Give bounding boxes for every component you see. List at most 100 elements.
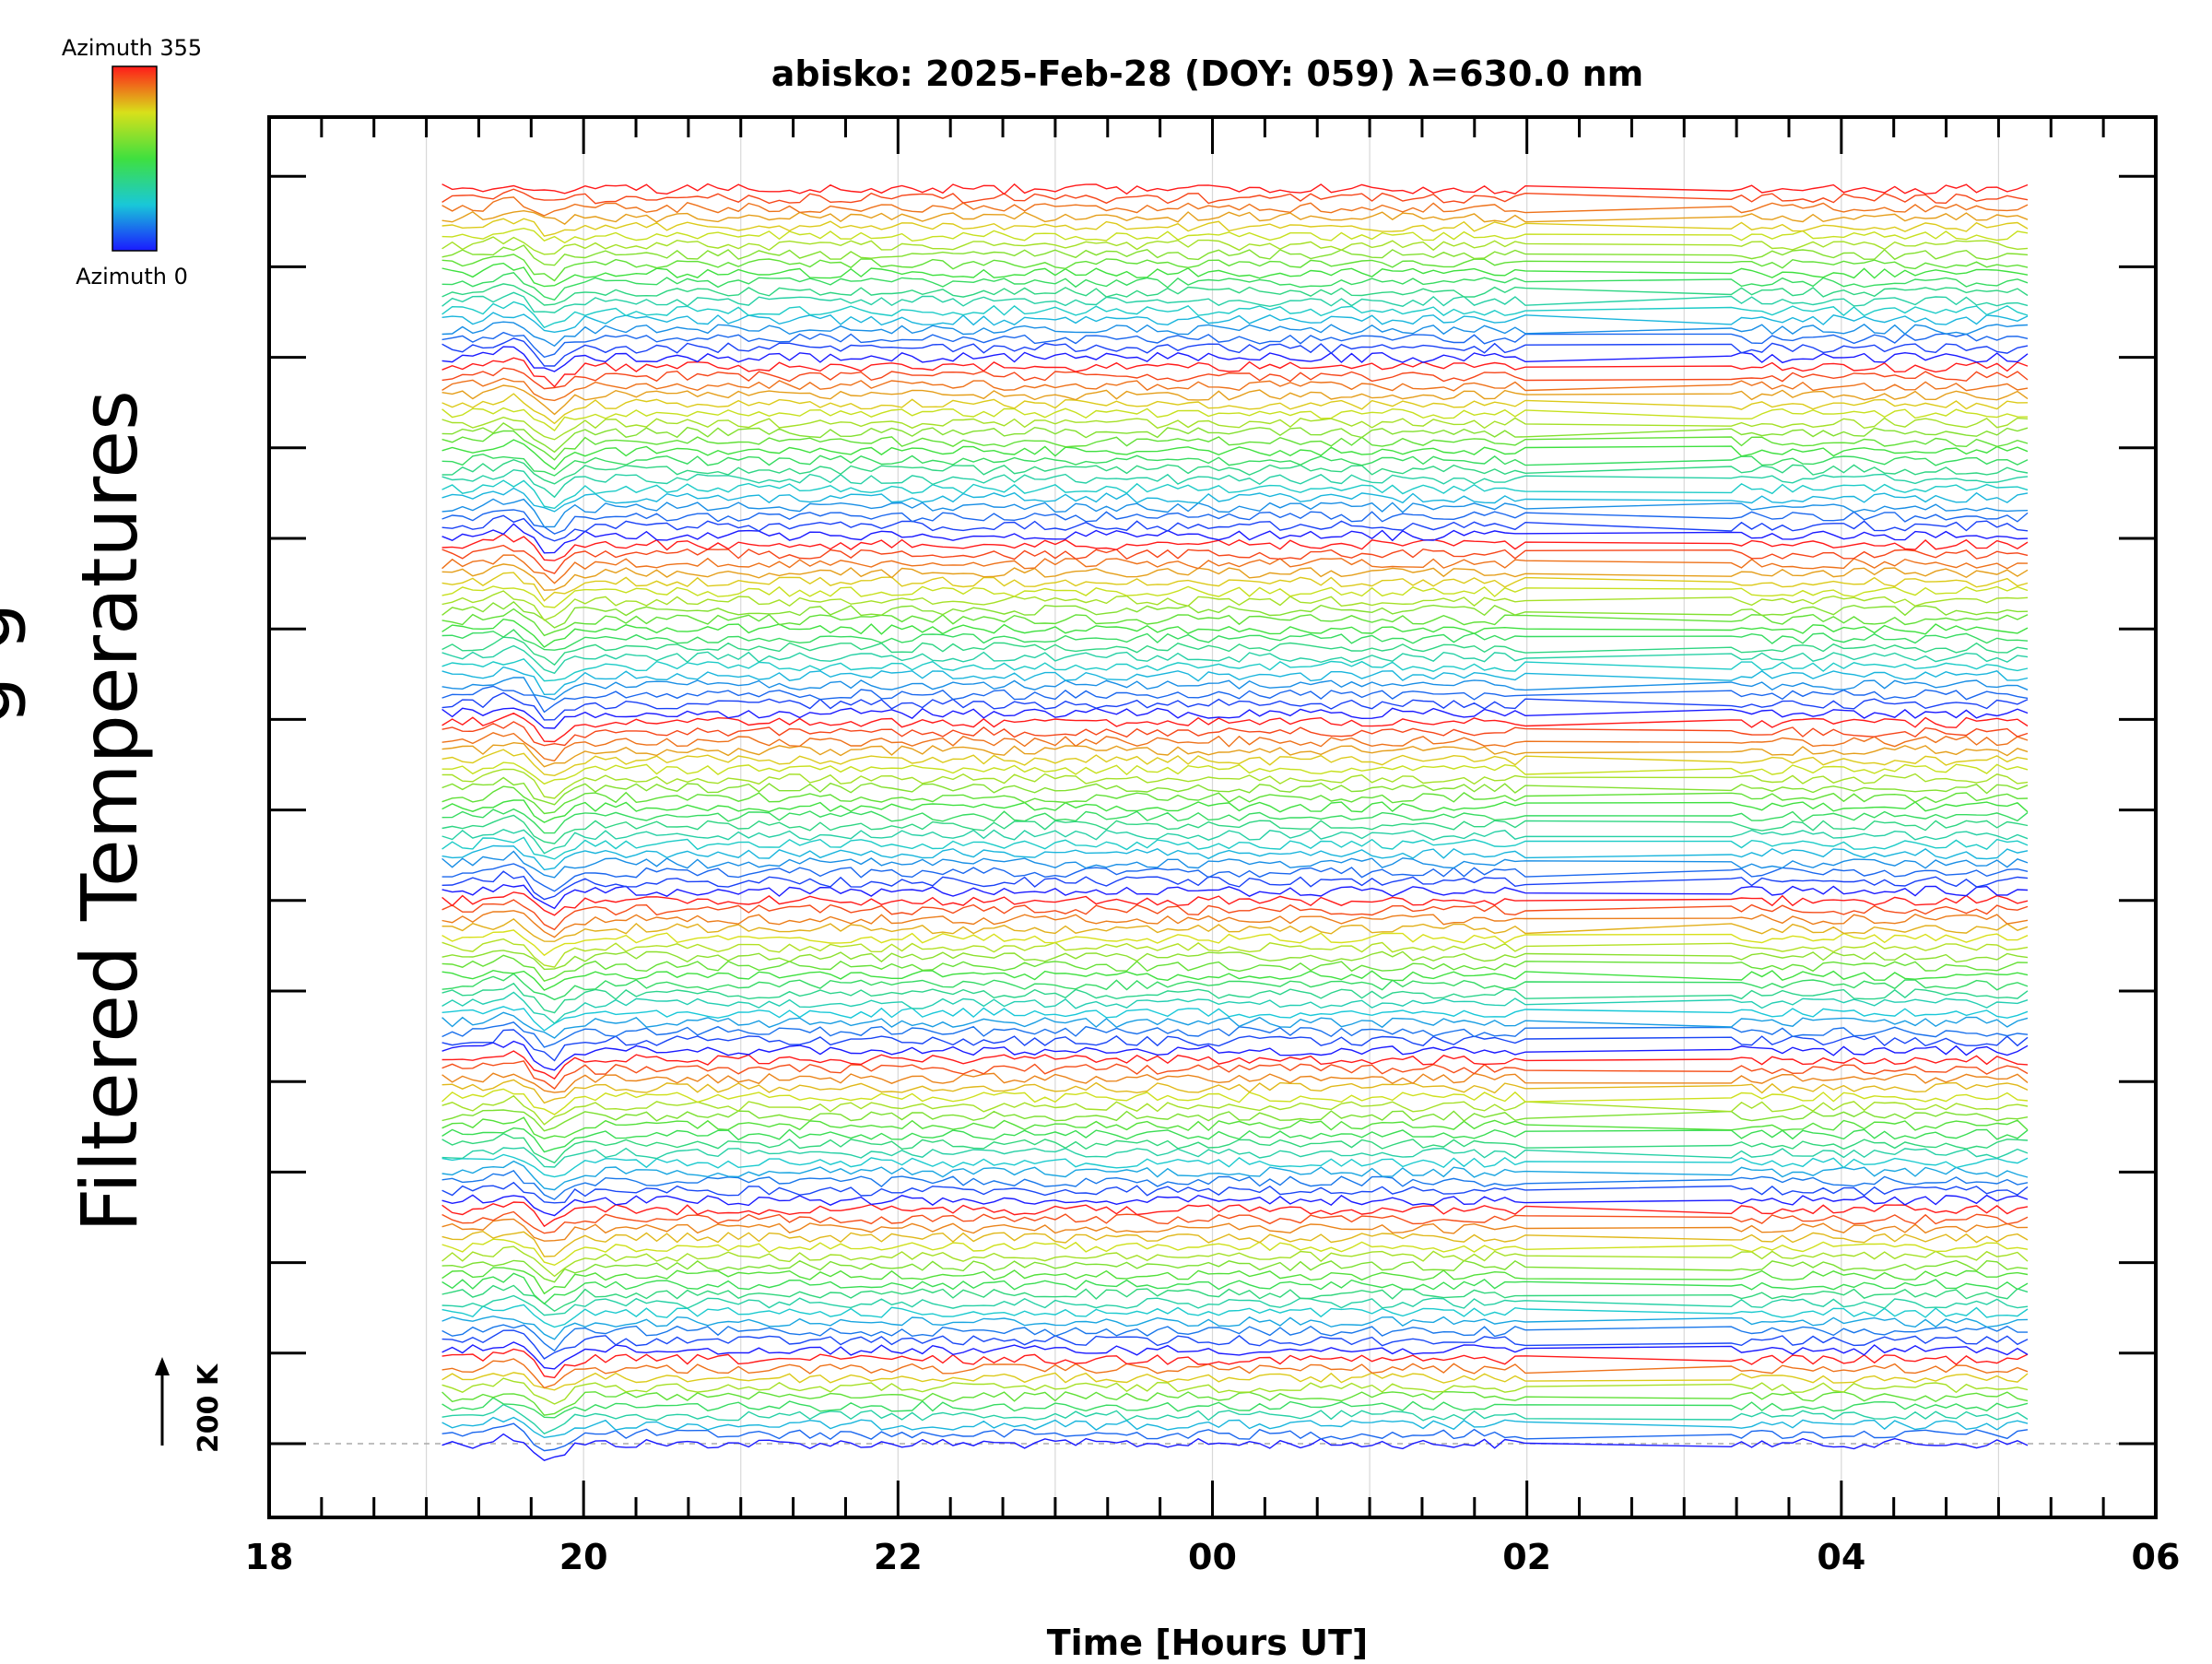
- series-line: [441, 196, 2029, 217]
- series-line: [441, 439, 2029, 471]
- series-line: [441, 377, 2029, 402]
- series-line: [441, 227, 2029, 244]
- series-line: [441, 430, 2029, 461]
- chart-title: abisko: 2025-Feb-28 (DOY: 059) λ=630.0 n…: [771, 53, 1643, 94]
- series-line: [441, 183, 2029, 195]
- series-line: [441, 1088, 2029, 1115]
- series-line: [441, 829, 2029, 855]
- series-line: [441, 691, 2029, 721]
- series-line: [441, 1259, 2029, 1283]
- series-line: [441, 544, 2029, 574]
- series-line: [441, 1094, 2029, 1126]
- series-line: [441, 973, 2029, 1001]
- series-line: [441, 1116, 2029, 1139]
- series-line: [441, 393, 2029, 425]
- series-line: [441, 1316, 2029, 1340]
- series-line: [441, 657, 2029, 682]
- series-line: [441, 1324, 2028, 1352]
- x-tick-label: 04: [1817, 1537, 1865, 1577]
- series-line: [441, 468, 2029, 499]
- series-line: [441, 416, 2029, 441]
- series-line: [441, 422, 2029, 454]
- series-line: [441, 910, 2029, 938]
- series-line: [441, 272, 2029, 301]
- series-line: [441, 1210, 2029, 1234]
- series-line: [441, 453, 2029, 477]
- series-line: [441, 1021, 2029, 1048]
- series-line: [441, 1050, 2029, 1080]
- series-line: [441, 850, 2029, 879]
- series-line: [441, 458, 2029, 485]
- series-line: [441, 891, 2029, 916]
- series-line: [441, 1341, 2029, 1370]
- series-line: [441, 1358, 2029, 1389]
- series-line: [441, 236, 2029, 255]
- series-line: [441, 1072, 2029, 1093]
- series-line: [441, 1127, 2029, 1153]
- series-line: [441, 209, 2029, 225]
- series-line: [441, 523, 2029, 554]
- series-line: [441, 808, 2029, 834]
- series-line: [441, 629, 2029, 651]
- series-line: [441, 1060, 2029, 1090]
- series-line: [441, 1416, 2029, 1439]
- series-line: [441, 498, 2029, 528]
- series-line: [441, 863, 2029, 892]
- series-line: [441, 1201, 2029, 1228]
- series-line: [441, 590, 2029, 621]
- series-line: [441, 1329, 2029, 1360]
- series-line: [441, 1348, 2029, 1379]
- series-line: [441, 1294, 2029, 1316]
- series-line: [441, 1109, 2029, 1132]
- series-line: [441, 244, 2029, 266]
- series-line: [441, 814, 2029, 844]
- series-line: [441, 1006, 2029, 1032]
- series-line: [441, 608, 2029, 637]
- series-line: [441, 1245, 2029, 1278]
- series-line: [441, 1011, 2029, 1039]
- series-line: [441, 918, 2029, 942]
- series-line: [441, 1153, 2029, 1178]
- series-line: [441, 1218, 2029, 1242]
- series-line: [441, 776, 2029, 806]
- x-tick-label: 06: [2132, 1537, 2181, 1577]
- series-line: [441, 712, 2029, 743]
- series-line: [441, 799, 2029, 823]
- series-line: [441, 509, 2029, 535]
- series-line: [441, 836, 2029, 860]
- series-line: [441, 1304, 2029, 1328]
- series-line: [441, 585, 2029, 608]
- series-line: [441, 1422, 2029, 1452]
- gridlines: [425, 119, 2000, 1516]
- scale-bar-arrow: [155, 1357, 170, 1375]
- series-line: [441, 283, 2029, 306]
- series-line: [441, 707, 2029, 729]
- series-line: [441, 883, 2029, 910]
- series-line: [441, 1079, 2029, 1104]
- series-line: [441, 644, 2029, 675]
- series-line: [441, 357, 2029, 388]
- x-tick-label: 20: [559, 1537, 608, 1577]
- series-line: [441, 1170, 2029, 1200]
- series-line: [441, 685, 2029, 714]
- series-line: [441, 346, 2029, 372]
- colorbar-top-label: Azimuth 355: [62, 35, 202, 61]
- x-axis-label: Time [Hours UT]: [1047, 1623, 1369, 1659]
- series-line: [441, 291, 2029, 313]
- series-line: [441, 1160, 2029, 1191]
- series-line: [441, 384, 2029, 416]
- series-line: [441, 1132, 2029, 1164]
- series-line: [441, 218, 2029, 237]
- series-line: [441, 732, 2029, 762]
- series-line: [441, 844, 2029, 871]
- series-line: [441, 982, 2029, 1014]
- colorbar: Azimuth 355 Azimuth 0: [62, 35, 202, 289]
- series-line: [441, 1267, 2029, 1295]
- series-line: [441, 870, 2029, 901]
- series-line: [441, 600, 2029, 629]
- series-line: [441, 761, 2029, 785]
- series-line: [441, 1238, 2029, 1267]
- series-line: [441, 1403, 2029, 1435]
- series-line: [441, 1029, 2029, 1062]
